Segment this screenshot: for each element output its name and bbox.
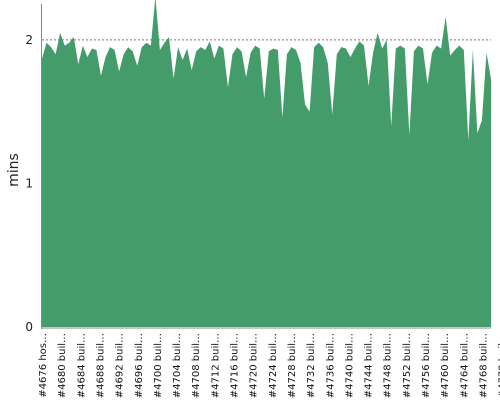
x-tick-label: #4716 buil… [230, 333, 241, 398]
y-tick-label: 1 [25, 176, 33, 190]
x-tick-label: #4764 buil… [459, 333, 470, 398]
x-tick-label: #4712 buil… [210, 333, 221, 398]
x-tick-label: #4688 buil… [95, 333, 106, 398]
x-tick-label: #4736 buil… [325, 333, 336, 398]
x-tick-label: #4708 buil… [191, 333, 202, 398]
x-tick-label: #4756 buil… [421, 333, 432, 398]
y-tick-label: 2 [25, 33, 33, 47]
x-tick-label: #4692 buil… [115, 333, 126, 398]
x-tick-label: #4720 buil… [249, 333, 260, 398]
x-tick-label: #4680 buil… [57, 333, 68, 398]
x-tick-label: #4740 buil… [344, 333, 355, 398]
x-tick-label: #4696 buil… [134, 333, 145, 398]
x-tick-label: #4724 buil… [268, 333, 279, 398]
x-tick-label: #4752 buil… [402, 333, 413, 398]
y-axis-label: mins [6, 153, 22, 187]
x-tick-label: #4772 buil… [498, 333, 500, 398]
x-tick-labels: #4676 hos… #4680 buil… #4684 buil… #4688 bu… [38, 333, 500, 398]
x-tick-label: #4684 buil… [76, 333, 87, 398]
x-tick-label: #4748 buil… [383, 333, 394, 398]
x-tick-label: #4676 hos… [38, 333, 49, 398]
axes [41, 4, 491, 329]
x-tick-label: #4704 buil… [172, 333, 183, 398]
x-tick-label: #4768 buil… [478, 333, 489, 398]
y-tick-label: 0 [25, 320, 33, 334]
x-tick-label: #4760 buil… [440, 333, 451, 398]
y-tick-labels: 0 1 2 [25, 33, 33, 334]
series-area [42, 0, 491, 327]
x-tick-label: #4732 buil… [306, 333, 317, 398]
x-tick-label: #4700 buil… [153, 333, 164, 398]
x-tick-label: #4728 buil… [287, 333, 298, 398]
x-tick-label: #4744 buil… [364, 333, 375, 398]
